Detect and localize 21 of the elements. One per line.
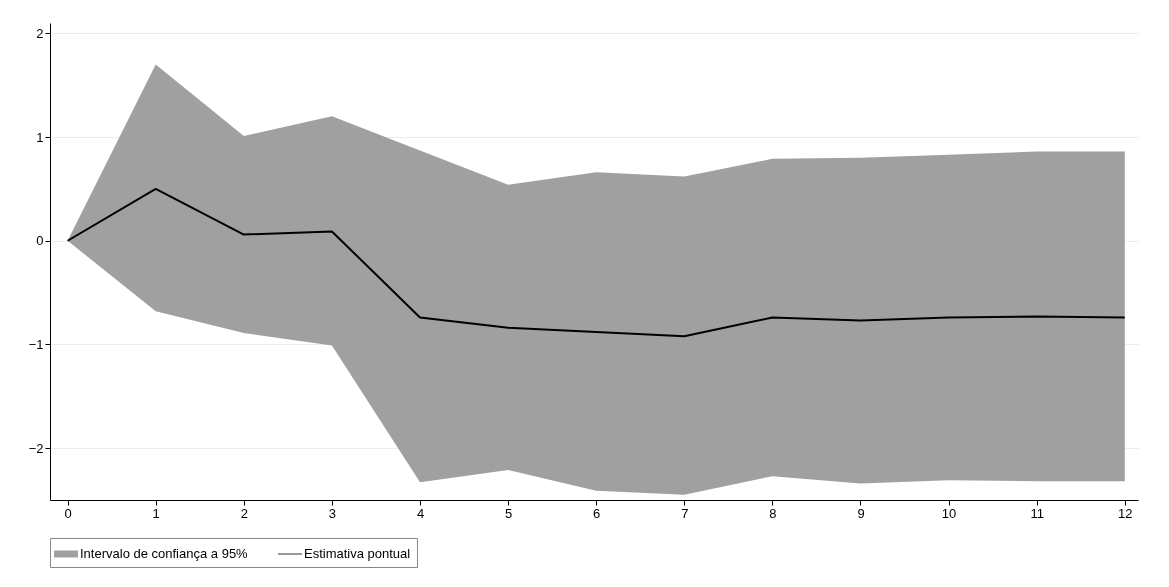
x-tick-label: 5 [504,505,513,521]
x-tick-label: 4 [416,505,425,521]
y-tick-label: 2 [36,25,44,41]
x-tick-label: 3 [328,505,337,521]
x-tick-label: 2 [240,505,248,521]
x-tick-label: 1 [152,505,160,521]
y-tick-label: −2 [28,440,44,456]
y-tick-label: −1 [28,336,44,352]
text: Intervalo de confiança a 95% [80,546,249,561]
x-tick-label: 0 [64,505,72,521]
y-tick-label: 0 [36,233,44,249]
x-tick-label: 12 [1118,505,1133,521]
x-tick-label: 7 [681,505,689,521]
x-tick-label: 11 [1030,505,1044,521]
y-tick-label: 1 [36,129,44,145]
legend-label: Estimativa pontual [304,546,411,561]
x-tick-label: 9 [857,505,865,521]
x-tick-label: 8 [769,505,777,521]
line-series [66,187,1126,338]
x-tick-label: 6 [593,505,601,521]
x-tick-label: 10 [941,505,957,521]
